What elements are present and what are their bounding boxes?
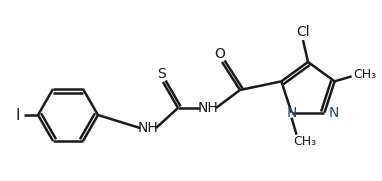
Text: N: N	[286, 106, 297, 120]
Text: CH₃: CH₃	[293, 135, 316, 148]
Text: O: O	[215, 47, 225, 61]
Text: CH₃: CH₃	[353, 68, 376, 81]
Text: S: S	[158, 67, 167, 81]
Text: N: N	[329, 106, 339, 120]
Text: NH: NH	[138, 121, 159, 135]
Text: I: I	[16, 108, 20, 123]
Text: NH: NH	[197, 101, 219, 115]
Text: Cl: Cl	[296, 25, 310, 39]
